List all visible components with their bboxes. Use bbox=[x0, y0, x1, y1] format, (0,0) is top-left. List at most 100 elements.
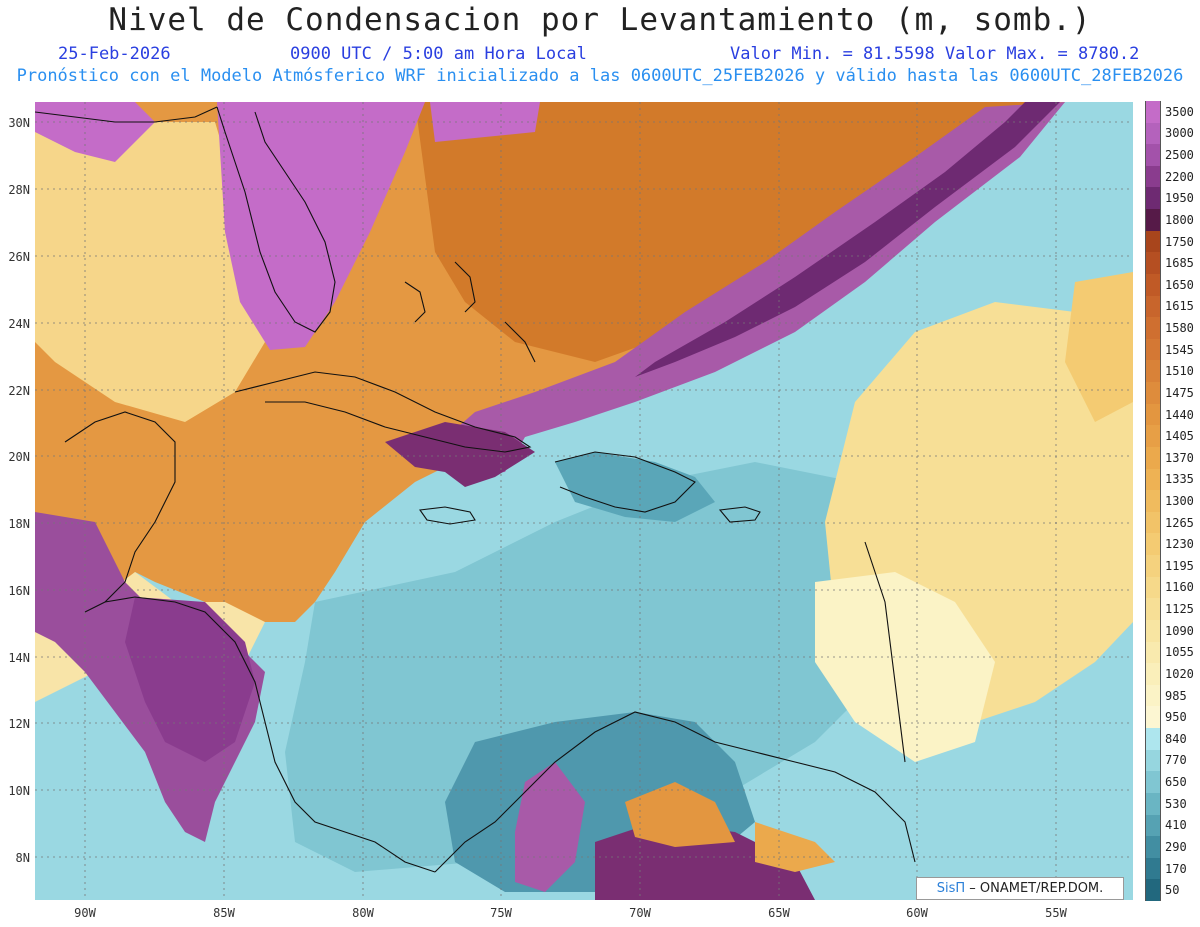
lat-label: 20N bbox=[8, 450, 30, 464]
colorbar-swatch bbox=[1145, 209, 1161, 232]
region-purple-front-dark bbox=[635, 102, 1060, 377]
colorbar-label: 1020 bbox=[1165, 666, 1194, 681]
colorbar-label: 1230 bbox=[1165, 537, 1194, 552]
sispi-logo: SisΠ bbox=[936, 881, 966, 896]
colorbar-swatch bbox=[1145, 101, 1161, 124]
region-orange-sa-east bbox=[755, 822, 835, 872]
colorbar-label: 1370 bbox=[1165, 450, 1194, 465]
colorbar-swatch bbox=[1145, 533, 1161, 556]
region-purple-front bbox=[435, 102, 1065, 477]
map-credit: SisΠ – ONAMET/REP.DOM. bbox=[916, 877, 1124, 900]
region-yellow-gulf bbox=[35, 122, 265, 422]
colorbar-label: 50 bbox=[1165, 883, 1180, 898]
colorbar-swatch bbox=[1145, 187, 1161, 210]
coast-cuba bbox=[234, 371, 532, 453]
coast-hispaniola bbox=[554, 451, 696, 513]
lon-label: 55W bbox=[1045, 906, 1067, 920]
colorbar-label: 1580 bbox=[1165, 321, 1194, 336]
region-orange-sa bbox=[625, 782, 735, 847]
colorbar-swatch bbox=[1145, 490, 1161, 513]
colorbar-label: 170 bbox=[1165, 861, 1187, 876]
coast-bahamas-3 bbox=[504, 321, 536, 363]
lat-label: 28N bbox=[8, 183, 30, 197]
region-purple-sa-mid bbox=[595, 822, 815, 900]
colorbar-label: 1800 bbox=[1165, 212, 1194, 227]
lat-label: 26N bbox=[8, 250, 30, 264]
colorbar-label: 3500 bbox=[1165, 104, 1194, 119]
coast-south-america bbox=[434, 711, 916, 873]
forecast-info: Pronóstico con el Modelo Atmósferico WRF… bbox=[16, 66, 1184, 86]
colorbar-swatch bbox=[1145, 814, 1161, 837]
colorbar-label: 410 bbox=[1165, 818, 1187, 833]
colorbar-swatch bbox=[1145, 425, 1161, 448]
valid-time: 0900 UTC / 5:00 am Hora Local bbox=[290, 44, 587, 64]
colorbar-label: 1510 bbox=[1165, 364, 1194, 379]
region-yellow-ne bbox=[1065, 272, 1133, 422]
colorbar-label: 1335 bbox=[1165, 472, 1194, 487]
colorbar-label: 2200 bbox=[1165, 169, 1194, 184]
colorbar-swatch bbox=[1145, 663, 1161, 686]
colorbar-swatch bbox=[1145, 338, 1161, 361]
colorbar-label: 950 bbox=[1165, 710, 1187, 725]
colorbar-label: 530 bbox=[1165, 796, 1187, 811]
colorbar-swatch bbox=[1145, 295, 1161, 318]
colorbar-swatch bbox=[1145, 706, 1161, 729]
lat-label: 10N bbox=[8, 784, 30, 798]
colorbar-swatch bbox=[1145, 511, 1161, 534]
colorbar-label: 1545 bbox=[1165, 342, 1194, 357]
region-teal-dark-hisp bbox=[555, 452, 715, 522]
colorbar-label: 1195 bbox=[1165, 558, 1194, 573]
colorbar-swatch bbox=[1145, 641, 1161, 664]
lon-label: 70W bbox=[629, 906, 651, 920]
colorbar-label: 1475 bbox=[1165, 385, 1194, 400]
valid-date: 25-Feb-2026 bbox=[58, 44, 171, 64]
coast-central-america bbox=[104, 596, 436, 873]
lon-label: 65W bbox=[768, 906, 790, 920]
lat-label: 12N bbox=[8, 717, 30, 731]
lon-label: 85W bbox=[213, 906, 235, 920]
colorbar-label: 2500 bbox=[1165, 148, 1194, 163]
region-teal-caribbean bbox=[285, 462, 895, 872]
colorbar-swatch bbox=[1145, 555, 1161, 578]
colorbar-label: 3000 bbox=[1165, 126, 1194, 141]
colorbar-label: 1055 bbox=[1165, 645, 1194, 660]
colorbar-swatch bbox=[1145, 382, 1161, 405]
colorbar-swatch bbox=[1145, 468, 1161, 491]
colorbar-swatch bbox=[1145, 771, 1161, 794]
region-purple-sa-west bbox=[515, 762, 585, 892]
coast-jamaica bbox=[419, 506, 476, 525]
map-title: Nivel de Condensacion por Levantamiento … bbox=[108, 2, 1092, 38]
colorbar-swatch bbox=[1145, 749, 1161, 772]
lat-label: 14N bbox=[8, 651, 30, 665]
colorbar-swatch bbox=[1145, 252, 1161, 275]
colorbar-swatch bbox=[1145, 144, 1161, 167]
colorbar-label: 1615 bbox=[1165, 299, 1194, 314]
colorbar-swatch bbox=[1145, 857, 1161, 880]
lon-label: 75W bbox=[490, 906, 512, 920]
coast-bahamas-2 bbox=[454, 261, 476, 313]
colorbar-swatch bbox=[1145, 728, 1161, 751]
lon-label: 80W bbox=[352, 906, 374, 920]
lat-label: 24N bbox=[8, 317, 30, 331]
lon-label: 60W bbox=[906, 906, 928, 920]
colorbar-label: 1090 bbox=[1165, 623, 1194, 638]
colorbar-label: 1125 bbox=[1165, 602, 1194, 617]
coast-florida bbox=[216, 106, 336, 333]
credit-text: – ONAMET/REP.DOM. bbox=[969, 881, 1104, 896]
lat-label: 18N bbox=[8, 517, 30, 531]
min-max-values: Valor Min. = 81.5598 Valor Max. = 8780.2 bbox=[730, 44, 1140, 64]
coast-bahamas-1 bbox=[404, 281, 426, 323]
region-yellow-east-lower bbox=[815, 572, 995, 762]
colorbar-label: 1265 bbox=[1165, 515, 1194, 530]
colorbar-label: 1750 bbox=[1165, 234, 1194, 249]
region-purple-honduras bbox=[125, 597, 255, 762]
colorbar-swatch bbox=[1145, 403, 1161, 426]
lcl-map bbox=[35, 102, 1133, 900]
lat-label: 8N bbox=[15, 851, 30, 865]
colorbar-label: 840 bbox=[1165, 731, 1187, 746]
colorbar-label: 1950 bbox=[1165, 191, 1194, 206]
colorbar-label: 1300 bbox=[1165, 494, 1194, 508]
colorbar-swatch bbox=[1145, 165, 1161, 188]
lon-label: 90W bbox=[74, 906, 96, 920]
colorbar-label: 1440 bbox=[1165, 407, 1194, 422]
